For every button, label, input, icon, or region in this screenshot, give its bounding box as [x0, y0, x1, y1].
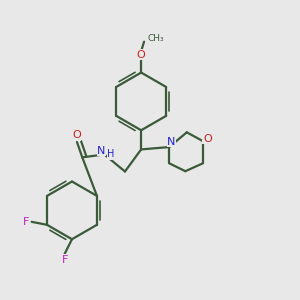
Text: H: H [107, 149, 115, 159]
Text: F: F [23, 217, 30, 227]
Text: CH₃: CH₃ [147, 34, 164, 43]
Text: N: N [167, 137, 176, 147]
Text: F: F [61, 255, 68, 265]
Text: N: N [97, 146, 106, 156]
Text: O: O [137, 50, 146, 60]
Text: O: O [203, 134, 212, 144]
Text: O: O [72, 130, 81, 140]
